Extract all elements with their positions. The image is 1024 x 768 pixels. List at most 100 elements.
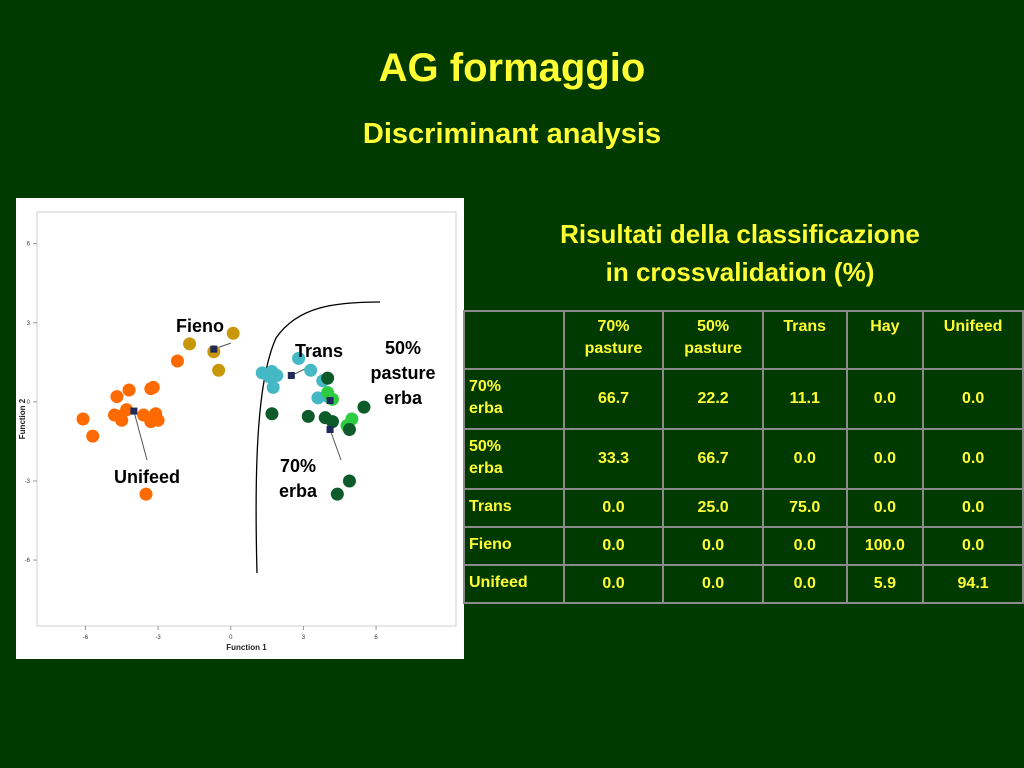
table-cell: 0.0 (662, 564, 764, 604)
classification-table: 70% pasture 50% pasture Trans Hay Unifeed 70% e… (463, 310, 1024, 604)
row-header: Fieno (463, 526, 565, 566)
label-70-erba: 70% erba (278, 456, 318, 501)
data-point-erba70 (330, 487, 344, 501)
data-point-erba70 (321, 371, 335, 385)
table-row: Trans 0.0 25.0 75.0 0.0 0.0 (463, 488, 1024, 528)
y-tick-label: 6 (27, 242, 31, 248)
table-row: 50% erba 33.3 66.7 0.0 0.0 0.0 (463, 428, 1024, 490)
table-cell: 94.1 (922, 564, 1024, 604)
table-cell: 25.0 (662, 488, 764, 528)
table-cell: 0.0 (845, 488, 925, 528)
centroid-marker-trans (287, 371, 295, 379)
table-row: Unifeed 0.0 0.0 0.0 5.9 94.1 (463, 564, 1024, 604)
data-point-unifeed (151, 413, 165, 427)
row-header: 50% erba (463, 428, 565, 490)
data-point-trans (292, 351, 306, 365)
scatter-plot: -6 -3 0 3 6 -6 -3 0 3 6 Function 1 Function 2 (18, 211, 457, 652)
data-point-trans (266, 380, 280, 394)
data-point-unifeed (120, 403, 134, 417)
table-cell: 0.0 (562, 488, 665, 528)
data-point-unifeed (139, 487, 153, 501)
label-trans: Trans (294, 341, 344, 361)
slide-subtitle: Discriminant analysis (362, 118, 662, 150)
table-cell: 0.0 (761, 428, 848, 490)
column-header: Hay (845, 310, 925, 370)
data-point-trans (311, 391, 325, 405)
x-tick-label: 0 (229, 635, 233, 641)
table-cell: 0.0 (922, 488, 1024, 528)
data-point-unifeed (122, 383, 136, 397)
data-point-trans (270, 368, 284, 382)
data-point-unifeed (115, 413, 129, 427)
scatter-plot-panel: -6 -3 0 3 6 -6 -3 0 3 6 Function 1 Function 2 Fieno… (16, 198, 464, 659)
table-row: Fieno 0.0 0.0 0.0 100.0 0.0 (463, 526, 1024, 566)
table-cell: 0.0 (562, 526, 665, 566)
centroid-marker-fieno (210, 345, 218, 353)
table-cell: 0.0 (845, 368, 925, 430)
table-cell: 11.1 (761, 368, 848, 430)
data-point-unifeed (146, 380, 160, 394)
column-header (463, 310, 565, 370)
data-point-erba70 (325, 415, 339, 429)
y-tick-label: -6 (25, 558, 31, 564)
data-point-fieno (212, 363, 226, 377)
y-axis-label: Function 2 (18, 398, 27, 439)
table-cell: 66.7 (662, 428, 764, 490)
table-cell: 66.7 (562, 368, 665, 430)
x-axis-label: Function 1 (226, 643, 267, 652)
label-pointer-line (329, 429, 342, 461)
x-tick-label: -3 (155, 635, 161, 641)
column-header: Trans (761, 310, 848, 370)
column-header: 50% pasture (662, 310, 764, 370)
centroid-marker-unifeed (130, 407, 138, 415)
y-tick-label: 0 (27, 400, 31, 406)
data-point-unifeed (76, 412, 90, 426)
data-point-trans (304, 363, 318, 377)
plot-frame (36, 211, 457, 627)
table-row: 70% erba 66.7 22.2 11.1 0.0 0.0 (463, 368, 1024, 430)
centroid-marker-erba70 (326, 426, 334, 434)
table-cell: 0.0 (562, 564, 665, 604)
table-cell: 100.0 (845, 526, 925, 566)
slide-title: AG formaggio (378, 46, 646, 90)
table-header-row: 70% pasture 50% pasture Trans Hay Unifeed (463, 310, 1024, 370)
data-point-unifeed (86, 429, 100, 443)
data-point-unifeed (170, 354, 184, 368)
table-cell: 0.0 (761, 564, 848, 604)
data-point-fieno (226, 326, 240, 340)
y-tick-label: 3 (27, 321, 31, 327)
column-header: 70% pasture (562, 310, 665, 370)
label-unifeed: Unifeed (113, 467, 180, 487)
data-point-erba70 (342, 423, 356, 437)
results-heading: Risultati della classificazione in cross… (480, 215, 1000, 291)
table-cell: 33.3 (562, 428, 665, 490)
table-cell: 0.0 (845, 428, 925, 490)
results-heading-line2: in crossvalidation (%) (605, 257, 875, 287)
row-header: Unifeed (463, 564, 565, 604)
table-cell: 0.0 (922, 368, 1024, 430)
data-point-erba70 (301, 409, 315, 423)
label-pointer-line (133, 410, 148, 461)
data-point-erba70 (265, 407, 279, 421)
x-tick-label: -6 (83, 635, 89, 641)
separation-curve (255, 301, 381, 574)
label-50-pasture: 50% pasture erba (370, 338, 436, 408)
row-header: 70% erba (463, 368, 565, 430)
table-cell: 0.0 (922, 526, 1024, 566)
data-point-unifeed (110, 390, 124, 404)
data-point-erba70 (357, 400, 371, 414)
x-tick-label: 3 (302, 635, 306, 641)
data-point-erba70 (342, 474, 356, 488)
row-header: Trans (463, 488, 565, 528)
data-point-fieno (183, 337, 197, 351)
table-cell: 0.0 (922, 428, 1024, 490)
table-cell: 5.9 (845, 564, 925, 604)
table-cell: 22.2 (662, 368, 764, 430)
table-cell: 75.0 (761, 488, 848, 528)
label-fieno: Fieno (176, 316, 224, 336)
results-heading-line1: Risultati della classificazione (560, 219, 920, 249)
centroid-marker-pasture50 (326, 397, 334, 405)
table-cell: 0.0 (761, 526, 848, 566)
x-tick-label: 6 (374, 635, 378, 641)
column-header: Unifeed (922, 310, 1024, 370)
